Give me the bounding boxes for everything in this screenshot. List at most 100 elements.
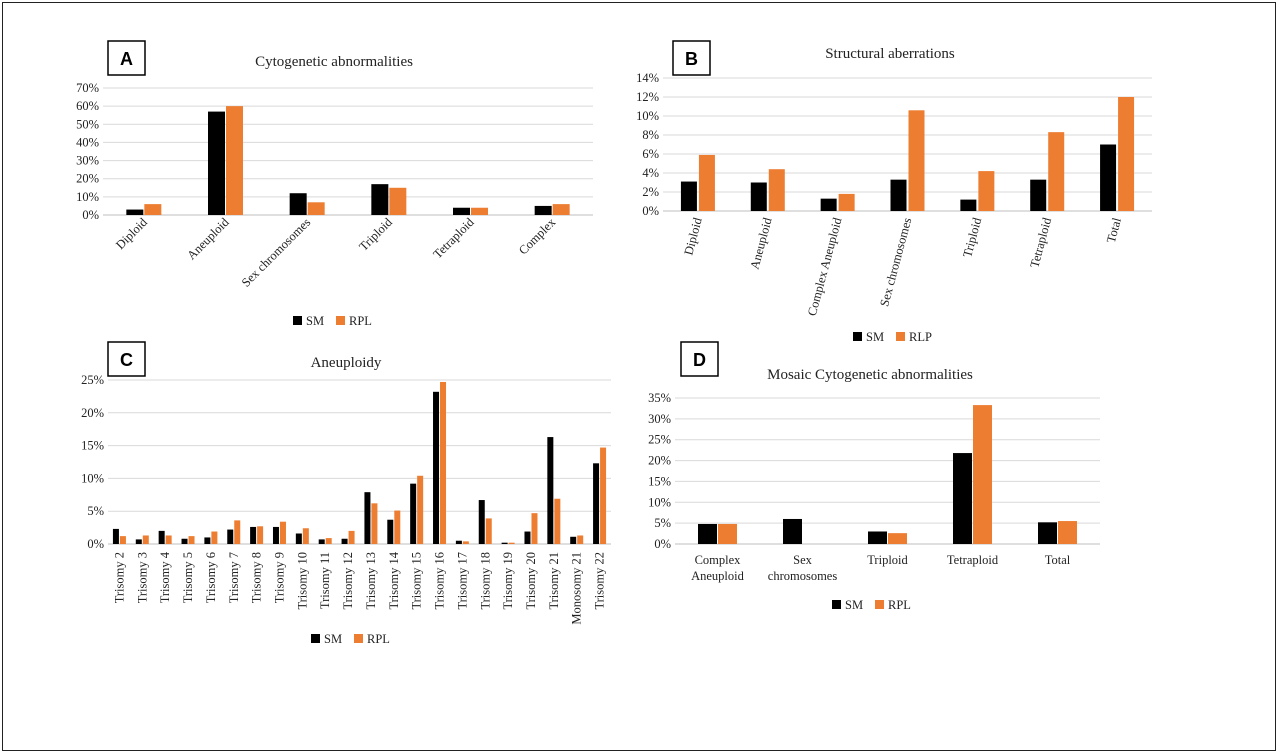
category-label: Trisomy 17 xyxy=(455,552,469,610)
y-tick-label: 0% xyxy=(654,537,671,551)
chart-panel-d: 0% 5% 10% 15% 20% 25% 30% 35% Complex Aneuploid Se… xyxy=(648,341,1100,612)
category-label: Trisomy 14 xyxy=(387,551,401,609)
y-tick-label: 20% xyxy=(648,454,671,468)
y-tick-label: 4% xyxy=(642,166,659,180)
bar-sm-4 xyxy=(1038,522,1057,544)
category-label: Trisomy 20 xyxy=(524,552,538,610)
bar-rlp-3 xyxy=(908,110,925,211)
bar-rpl-11 xyxy=(371,503,378,544)
category-label: Trisomy 10 xyxy=(295,552,309,610)
panel-badge xyxy=(680,341,719,377)
bar-sm-6 xyxy=(1100,144,1117,211)
bar-sm-3 xyxy=(371,184,389,215)
bar-sm-13 xyxy=(410,483,417,544)
y-tick-label: 0% xyxy=(82,208,99,222)
y-tick-label: 14% xyxy=(636,71,659,85)
bar-rpl-20 xyxy=(577,535,584,544)
bar-rpl-3 xyxy=(188,536,195,544)
category-label: Trisomy 13 xyxy=(364,552,378,610)
y-tick-label: 20% xyxy=(81,406,104,420)
bar-sm-3 xyxy=(890,179,907,211)
bar-sm-16 xyxy=(478,500,485,544)
category-label: Tetraploid xyxy=(947,553,999,567)
category-label: Trisomy 22 xyxy=(593,552,607,610)
y-tick-label: 0% xyxy=(87,537,104,551)
legend-label: SM xyxy=(866,330,884,344)
bar-sm-2 xyxy=(820,198,837,211)
bar-sm-1 xyxy=(135,539,142,544)
category-label: Triploid xyxy=(356,215,395,254)
legend-label: RLP xyxy=(909,330,932,344)
legend-swatch-sm xyxy=(853,332,862,341)
y-tick-label: 30% xyxy=(76,154,99,168)
bar-sm-0 xyxy=(680,181,697,211)
y-tick-label: 12% xyxy=(636,90,659,104)
category-label: Trisomy 21 xyxy=(547,552,561,610)
category-label: Trisomy 19 xyxy=(501,552,515,610)
legend-swatch-sm xyxy=(311,634,320,643)
y-tick-label: 5% xyxy=(87,504,104,518)
bar-rpl-21 xyxy=(600,447,607,544)
category-label: Trisomy 6 xyxy=(204,552,218,603)
panel-badge xyxy=(672,40,711,76)
category-label: Tetraploid xyxy=(431,215,478,262)
bar-rpl-0 xyxy=(144,204,162,215)
bar-rlp-2 xyxy=(838,193,855,211)
legend-swatch-sm xyxy=(293,316,302,325)
panel-badge xyxy=(107,341,146,377)
category-label: Trisomy 3 xyxy=(135,552,149,603)
y-tick-label: 25% xyxy=(648,433,671,447)
category-label: Triploid xyxy=(867,553,908,567)
legend-label: SM xyxy=(324,632,342,646)
chart-panel-a: 0%10%20%30%40%50%60%70%Diploid Aneuploid S… xyxy=(76,40,593,328)
category-label: Diploid xyxy=(113,215,150,252)
bar-sm-10 xyxy=(341,538,348,544)
legend-label: RPL xyxy=(888,598,911,612)
bar-rpl-5 xyxy=(552,204,570,215)
category-label: Complex Aneuploid xyxy=(805,215,845,317)
y-tick-label: 15% xyxy=(81,439,104,453)
category-label: Trisomy 2 xyxy=(112,552,126,603)
chart-title: Cytogenetic abnormalities xyxy=(255,54,413,70)
category-label: Sex xyxy=(793,553,813,567)
bar-rpl-5 xyxy=(234,520,241,544)
y-tick-label: 0% xyxy=(642,204,659,218)
bar-rlp-1 xyxy=(768,169,785,211)
bar-rpl-4 xyxy=(471,207,488,215)
bar-rpl-14 xyxy=(440,381,447,544)
bar-rpl-2 xyxy=(307,202,325,215)
bar-rpl-1 xyxy=(226,106,243,215)
panel-letter: C xyxy=(120,350,133,370)
bar-rpl-4 xyxy=(1058,521,1077,544)
y-tick-label: 40% xyxy=(76,135,99,149)
category-label: Tetraploid xyxy=(1027,215,1054,269)
bar-sm-1 xyxy=(208,111,225,215)
bar-rpl-12 xyxy=(394,510,401,544)
category-label: Diploid xyxy=(681,215,705,256)
category-label: Sex chromosomes xyxy=(877,216,914,308)
legend-swatch-rpl xyxy=(354,634,363,643)
bar-rpl-3 xyxy=(973,405,992,544)
bar-rpl-17 xyxy=(508,542,515,544)
category-label: Trisomy 8 xyxy=(250,552,264,603)
bar-rlp-4 xyxy=(978,171,995,211)
bar-rlp-5 xyxy=(1048,132,1065,211)
bar-sm-19 xyxy=(547,437,554,544)
y-tick-label: 60% xyxy=(76,99,99,113)
panel-letter: A xyxy=(120,49,133,69)
bar-sm-3 xyxy=(953,453,972,544)
category-label: Complex xyxy=(516,215,559,258)
bar-rpl-19 xyxy=(554,498,561,544)
category-label: Trisomy 7 xyxy=(227,552,241,603)
bar-sm-9 xyxy=(318,539,325,544)
bar-sm-14 xyxy=(433,391,440,544)
bar-sm-5 xyxy=(227,529,234,544)
y-tick-label: 5% xyxy=(654,516,671,530)
chart-title: Mosaic Cytogenetic abnormalities xyxy=(767,367,973,383)
y-tick-label: 20% xyxy=(76,172,99,186)
y-tick-label: 2% xyxy=(642,185,659,199)
category-label: Triploid xyxy=(960,215,984,258)
bar-sm-21 xyxy=(593,463,600,544)
legend-swatch-rlp xyxy=(896,332,905,341)
